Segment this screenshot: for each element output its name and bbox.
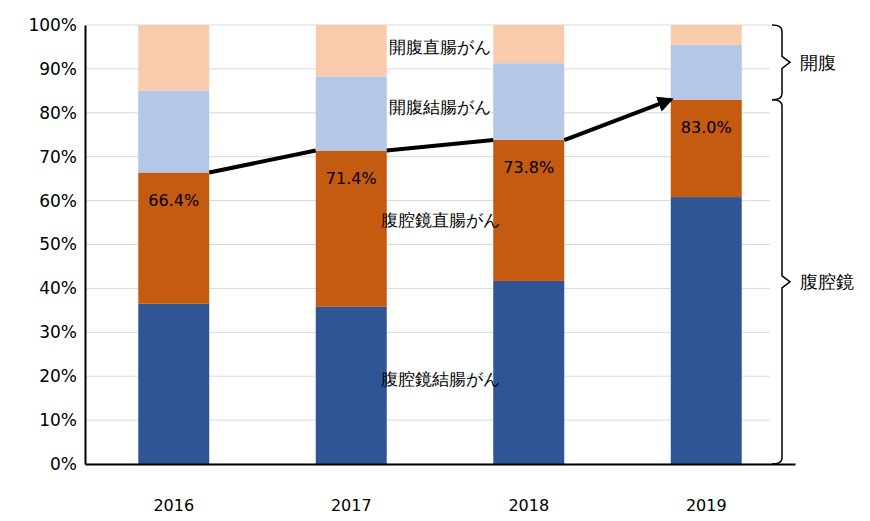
series-labels: 腹腔鏡結腸がん腹腔鏡直腸がん開腹結腸がん開腹直腸がん bbox=[381, 37, 500, 389]
y-tick: 70% bbox=[39, 147, 85, 167]
y-tick-label: 90% bbox=[39, 59, 77, 79]
trend-arrow bbox=[564, 100, 671, 140]
bar bbox=[316, 25, 387, 76]
series bbox=[138, 197, 742, 464]
trend-arrow bbox=[209, 151, 316, 173]
y-tick: 80% bbox=[39, 103, 85, 123]
y-tick-label: 0% bbox=[50, 454, 77, 474]
plot-area bbox=[138, 25, 742, 464]
annotations: 66.4% 71.4% 73.8% 83.0% bbox=[148, 118, 731, 210]
x-tick: 2017 bbox=[331, 464, 372, 515]
x-tick: 2019 bbox=[686, 464, 727, 515]
y-axis-line bbox=[85, 26, 87, 465]
series bbox=[138, 45, 742, 173]
y-tick: 100% bbox=[28, 15, 85, 35]
annotation-label: 66.4% bbox=[148, 191, 199, 210]
series-label: 腹腔鏡結腸がん bbox=[381, 369, 500, 389]
bar bbox=[493, 140, 564, 281]
x-tick-label: 2016 bbox=[153, 496, 194, 515]
bracket-label: 開腹 bbox=[800, 52, 836, 73]
series-label: 腹腔鏡直腸がん bbox=[381, 210, 500, 230]
x-tick-label: 2018 bbox=[508, 496, 549, 515]
series-label: 開腹直腸がん bbox=[389, 37, 491, 57]
y-tick-label: 70% bbox=[39, 147, 77, 167]
series bbox=[138, 100, 742, 307]
y-tick-label: 10% bbox=[39, 410, 77, 430]
bar bbox=[138, 173, 209, 304]
chart: 0%10%20%30%40%50%60%70%80%90%100%2016201… bbox=[0, 0, 870, 521]
grid bbox=[85, 25, 770, 464]
x-axis-line bbox=[86, 464, 796, 466]
x-tick: 2016 bbox=[153, 464, 194, 515]
bar bbox=[493, 63, 564, 140]
y-tick: 90% bbox=[39, 59, 85, 79]
bar bbox=[138, 91, 209, 173]
annotation-label: 71.4% bbox=[326, 169, 377, 188]
bar bbox=[138, 25, 209, 91]
y-tick: 20% bbox=[39, 366, 85, 386]
y-tick: 40% bbox=[39, 278, 85, 298]
bar bbox=[671, 25, 742, 45]
bar bbox=[671, 45, 742, 100]
y-tick: 60% bbox=[39, 191, 85, 211]
y-tick-label: 60% bbox=[39, 191, 77, 211]
y-tick-label: 80% bbox=[39, 103, 77, 123]
y-tick-label: 100% bbox=[28, 15, 77, 35]
series bbox=[138, 25, 742, 91]
bracket-label: 腹腔鏡 bbox=[800, 271, 854, 292]
y-tick-label: 50% bbox=[39, 234, 77, 254]
y-tick-label: 30% bbox=[39, 322, 77, 342]
bar bbox=[671, 197, 742, 464]
brackets: 開腹腹腔鏡 bbox=[772, 25, 854, 464]
bar bbox=[138, 304, 209, 464]
y-tick: 0% bbox=[50, 454, 85, 474]
y-tick-label: 40% bbox=[39, 278, 77, 298]
y-tick-label: 20% bbox=[39, 366, 77, 386]
x-tick-label: 2017 bbox=[331, 496, 372, 515]
annotation-label: 73.8% bbox=[503, 158, 554, 177]
bar bbox=[671, 100, 742, 197]
x-tick-label: 2019 bbox=[686, 496, 727, 515]
bar bbox=[316, 151, 387, 307]
y-tick: 30% bbox=[39, 322, 85, 342]
trend-arrow bbox=[387, 140, 494, 151]
bar bbox=[493, 281, 564, 464]
bracket bbox=[772, 100, 790, 464]
bracket bbox=[772, 25, 790, 100]
y-tick: 50% bbox=[39, 234, 85, 254]
y-axis: 0% 10% 20% 30% 40% 50% 60% 70% 80% 90% 100% bbox=[28, 15, 85, 474]
bar bbox=[316, 307, 387, 464]
bar bbox=[493, 25, 564, 63]
x-tick: 2018 bbox=[508, 464, 549, 515]
y-tick: 10% bbox=[39, 410, 85, 430]
series-label: 開腹結腸がん bbox=[389, 97, 491, 117]
bar bbox=[316, 76, 387, 150]
annotation-label: 83.0% bbox=[681, 118, 732, 137]
x-axis: 2016 2017 2018 2019 bbox=[86, 464, 796, 515]
